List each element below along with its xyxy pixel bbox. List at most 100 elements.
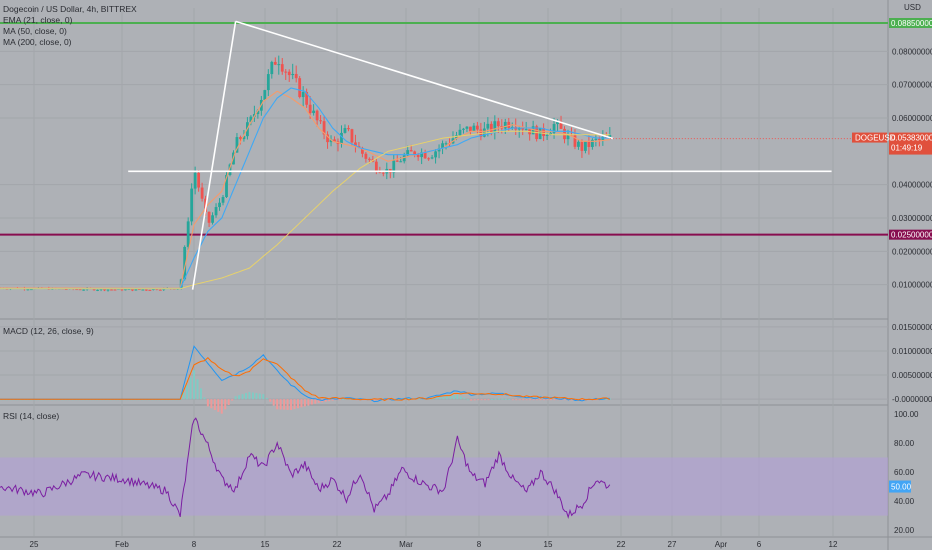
macd-histogram-bar — [459, 396, 462, 400]
candle — [489, 123, 493, 132]
macd-histogram-bar — [317, 399, 320, 403]
candle — [524, 129, 528, 131]
candle — [301, 91, 305, 98]
macd-histogram-bar — [206, 399, 209, 407]
candle — [556, 121, 559, 125]
candle — [409, 150, 413, 152]
macd-histogram-bar — [186, 384, 189, 400]
x-tick-label: 8 — [477, 540, 482, 549]
candle — [434, 151, 437, 158]
candle — [413, 151, 417, 155]
rsi-value-label: 50.00 — [891, 483, 912, 492]
candle — [545, 134, 549, 136]
x-tick-label: 22 — [617, 540, 626, 549]
macd-histogram-bar — [234, 396, 237, 400]
symbol-tag — [852, 132, 887, 143]
rsi-tick-label: 80.00 — [894, 439, 915, 448]
candle — [228, 164, 232, 175]
candle — [552, 124, 556, 133]
macd-histogram-bar — [501, 398, 504, 400]
candle — [214, 207, 218, 216]
macd-histogram-bar — [549, 399, 552, 401]
macd-histogram-bar — [251, 392, 254, 400]
macd-histogram-bar — [373, 399, 376, 401]
candle — [239, 137, 242, 140]
macd-histogram-bar — [397, 398, 400, 400]
macd-histogram-bar — [449, 395, 452, 400]
macd-tick-label: 0.01500000 — [892, 323, 932, 332]
x-tick-label: 22 — [333, 540, 342, 549]
macd-histogram-bar — [497, 398, 500, 400]
candle — [92, 288, 96, 291]
candle — [340, 132, 343, 144]
price-tick-label: 0.08000000 — [892, 47, 932, 56]
macd-histogram-bar — [608, 398, 611, 400]
candle — [322, 121, 326, 135]
macd-histogram-bar — [494, 398, 497, 400]
macd-histogram-bar — [532, 399, 535, 401]
macd-histogram-bar — [272, 399, 275, 406]
macd-histogram-bar — [463, 397, 466, 400]
candle — [319, 120, 322, 122]
macd-tick-label: 0.01000000 — [892, 347, 932, 356]
macd-histogram-bar — [262, 394, 265, 400]
candle — [186, 221, 190, 247]
macd-histogram-bar — [293, 399, 296, 410]
price-tick-label: 0.03000000 — [892, 214, 932, 223]
candle — [354, 142, 357, 147]
macd-histogram-bar — [338, 399, 341, 401]
macd-histogram-bar — [182, 391, 185, 400]
candle — [402, 155, 406, 162]
candle — [106, 289, 110, 291]
rsi-tick-label: 40.00 — [894, 497, 915, 506]
candle — [350, 129, 354, 143]
rsi-tick-label: 60.00 — [894, 468, 915, 477]
candle — [284, 71, 288, 73]
macd-histogram-bar — [563, 399, 566, 401]
macd-histogram-bar — [303, 399, 306, 407]
candle — [381, 172, 385, 174]
macd-tick-label: -0.00000000 — [892, 395, 932, 404]
macd-tick-label: 0.00500000 — [892, 371, 932, 380]
candle — [420, 152, 424, 158]
candle — [190, 188, 194, 222]
macd-histogram-bar — [286, 399, 289, 410]
candle — [26, 289, 30, 291]
current-price-tag — [889, 132, 932, 155]
candle — [211, 215, 214, 223]
candle — [148, 289, 152, 291]
macd-histogram-bar — [529, 399, 532, 401]
macd-histogram-bar — [442, 396, 445, 400]
support-label-bg — [889, 229, 932, 240]
candle — [291, 73, 295, 76]
candle — [113, 289, 117, 291]
macd-histogram-bar — [383, 399, 386, 401]
price-tick-label: 0.06000000 — [892, 114, 932, 123]
candle — [124, 289, 127, 291]
price-tick-label: 0.02000000 — [892, 247, 932, 256]
macd-histogram-bar — [290, 399, 293, 411]
candle — [103, 288, 106, 291]
macd-histogram-bar — [553, 399, 556, 401]
price-tick-label: 0.07000000 — [892, 81, 932, 90]
macd-histogram-bar — [570, 399, 573, 401]
macd-histogram-bar — [348, 398, 351, 400]
macd-histogram-bar — [470, 399, 473, 401]
candle — [315, 110, 319, 121]
macd-histogram-bar — [491, 398, 494, 400]
macd-histogram-bar — [241, 394, 244, 400]
candle — [406, 150, 410, 156]
candle — [305, 91, 309, 105]
candle — [82, 289, 86, 291]
candle — [127, 288, 131, 290]
candle — [542, 128, 546, 136]
macd-histogram-bar — [276, 399, 279, 410]
candle — [587, 140, 591, 147]
candle — [580, 141, 584, 151]
macd-histogram-bar — [605, 398, 608, 400]
candle — [430, 157, 434, 159]
candle — [333, 139, 336, 142]
macd-histogram-bar — [217, 399, 220, 412]
candle — [96, 289, 99, 291]
